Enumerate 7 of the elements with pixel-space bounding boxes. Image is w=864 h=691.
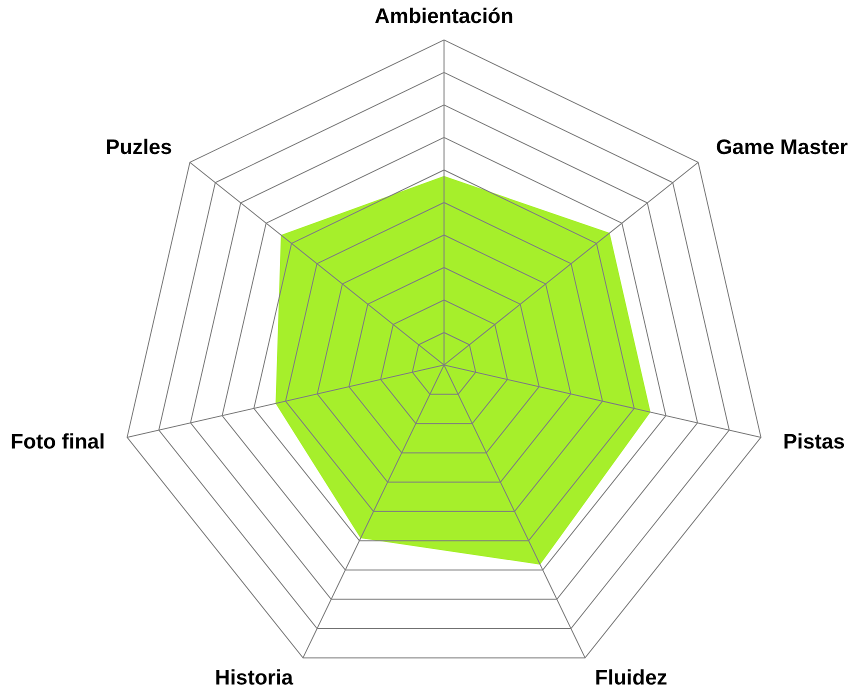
spoke-label: Game Master <box>716 136 848 160</box>
spoke-label: Puzles <box>106 136 172 160</box>
spoke-label: Pistas <box>783 430 845 454</box>
spoke-label: Foto final <box>10 430 105 454</box>
spoke-label: Fluidez <box>594 666 668 690</box>
spoke-label: Historia <box>214 666 294 690</box>
spoke-label: Ambientación <box>374 5 514 28</box>
